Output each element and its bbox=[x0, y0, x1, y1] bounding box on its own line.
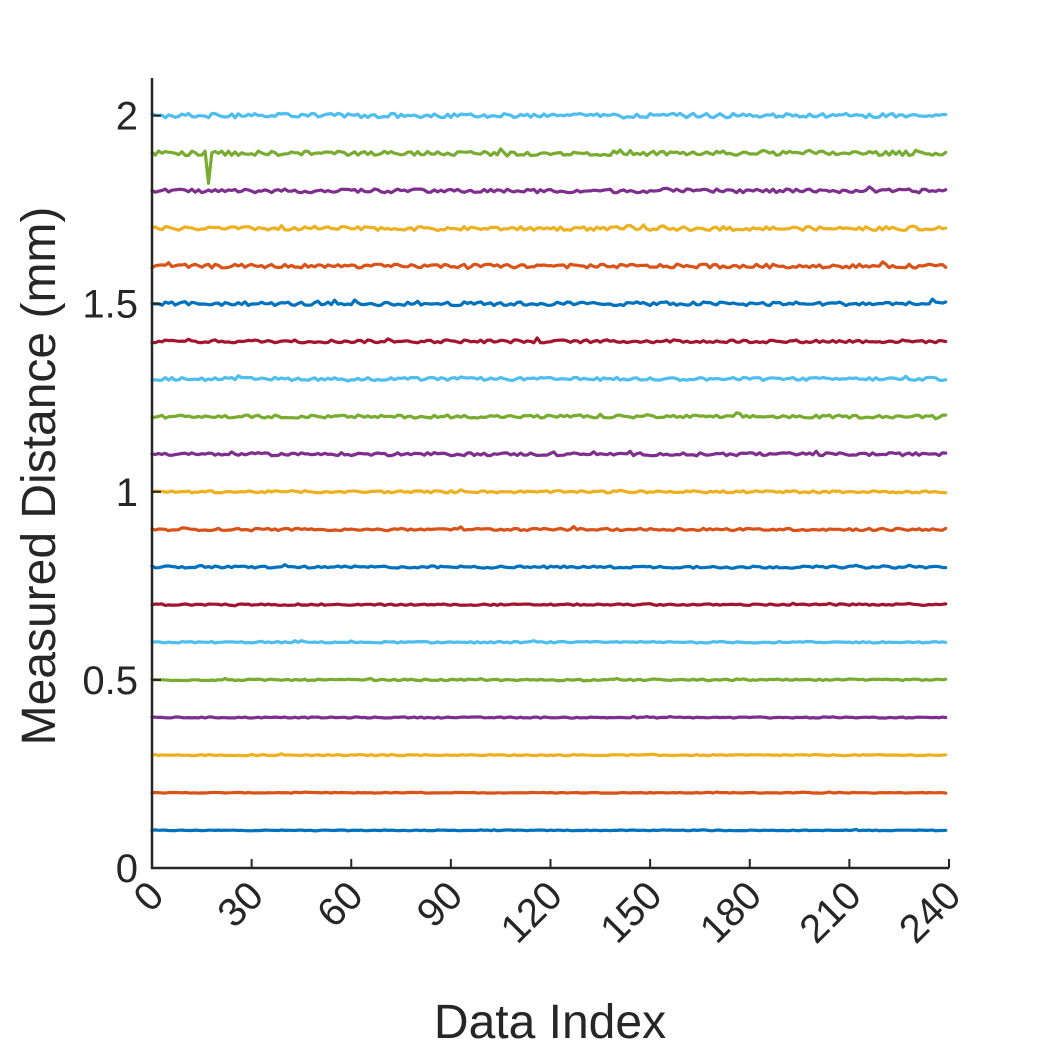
series-line-15 bbox=[150, 297, 948, 308]
series-line-6 bbox=[150, 639, 948, 645]
x-tick-label: 150 bbox=[592, 873, 670, 951]
series-line-3 bbox=[150, 752, 948, 758]
x-tick-label: 30 bbox=[209, 873, 272, 936]
x-axis-title: Data Index bbox=[434, 996, 666, 1049]
series-line-1 bbox=[150, 827, 948, 833]
y-axis-ticks: 0 0.5 1 1.5 2 bbox=[82, 95, 161, 891]
x-tick-label: 180 bbox=[692, 873, 770, 951]
x-tick-label: 90 bbox=[409, 873, 472, 936]
series-line-13 bbox=[150, 374, 948, 383]
y-tick-label: 2 bbox=[116, 95, 138, 139]
series-group bbox=[150, 111, 948, 833]
series-line-11 bbox=[150, 449, 948, 458]
axes-frame bbox=[150, 78, 949, 870]
series-line-2 bbox=[150, 790, 948, 795]
series-line-5 bbox=[150, 676, 948, 683]
x-tick-label: 120 bbox=[493, 873, 571, 951]
series-line-19 bbox=[150, 147, 948, 185]
y-axis-title: Measured Distance (mm) bbox=[13, 207, 66, 746]
y-tick-label: 1.5 bbox=[82, 283, 138, 327]
series-line-7 bbox=[150, 601, 948, 608]
series-line-16 bbox=[150, 260, 948, 270]
series-line-17 bbox=[150, 223, 948, 233]
y-tick-label: 1 bbox=[116, 471, 138, 515]
series-line-9 bbox=[150, 524, 948, 533]
x-axis-ticks: 0 30 60 90 120 150 180 210 240 bbox=[126, 859, 969, 952]
series-line-12 bbox=[150, 411, 948, 421]
x-tick-label: 240 bbox=[891, 873, 969, 951]
series-line-10 bbox=[150, 488, 948, 495]
series-line-8 bbox=[150, 563, 948, 571]
series-line-4 bbox=[150, 714, 948, 720]
y-tick-label: 0 bbox=[116, 847, 138, 891]
x-tick-label: 60 bbox=[309, 873, 372, 936]
x-tick-label: 210 bbox=[791, 873, 869, 951]
y-tick-label: 0.5 bbox=[82, 659, 138, 703]
series-line-18 bbox=[150, 185, 948, 195]
series-line-14 bbox=[150, 336, 948, 345]
series-line-20 bbox=[150, 111, 948, 120]
